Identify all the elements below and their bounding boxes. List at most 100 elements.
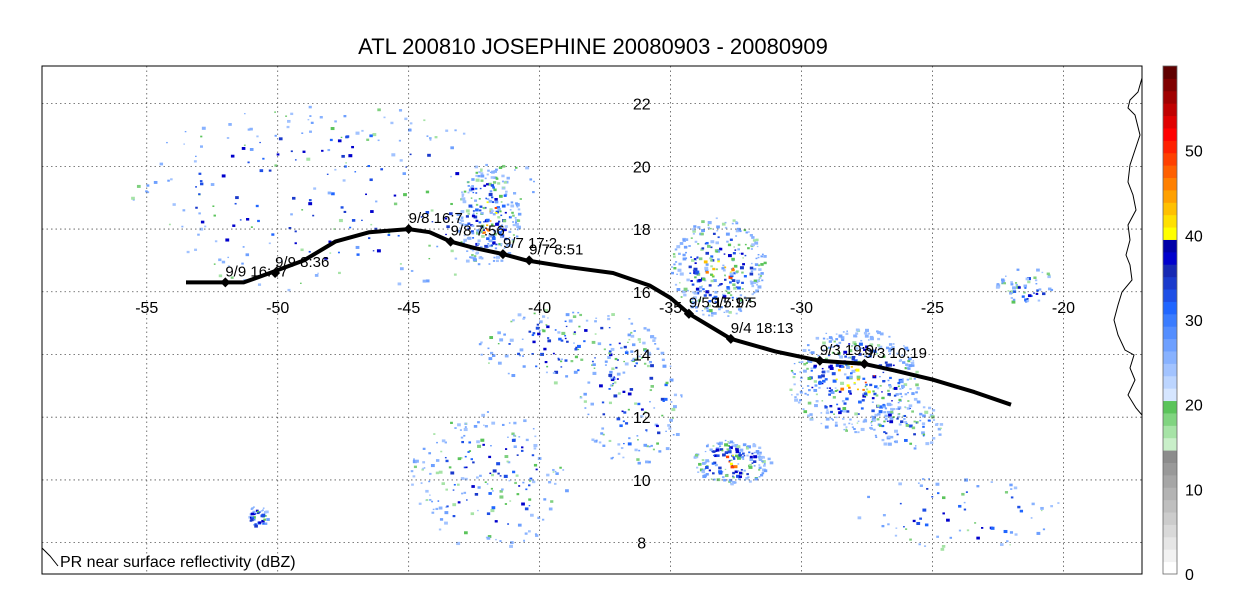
echo-pixel xyxy=(241,147,246,150)
echo-pixel xyxy=(504,237,508,241)
echo-pixel xyxy=(919,517,923,520)
echo-pixel xyxy=(230,154,235,158)
echo-pixel xyxy=(468,204,473,208)
echo-pixel xyxy=(585,319,589,322)
echo-pixel xyxy=(477,174,481,178)
echo-pixel xyxy=(697,471,700,473)
echo-pixel xyxy=(645,460,649,464)
echo-pixel xyxy=(485,218,490,222)
echo-pixel xyxy=(493,256,496,259)
echo-pixel xyxy=(718,470,722,474)
colorbar-swatch xyxy=(1163,66,1177,79)
echo-pixel xyxy=(504,455,509,459)
echo-pixel xyxy=(886,410,891,414)
echo-pixel xyxy=(690,305,694,309)
echo-pixel xyxy=(940,547,945,551)
echo-pixel xyxy=(696,272,701,276)
echo-pixel xyxy=(213,214,216,217)
echo-pixel xyxy=(397,234,400,237)
echo-pixel xyxy=(751,293,754,296)
echo-pixel xyxy=(501,423,505,426)
echo-pixel xyxy=(634,448,638,452)
echo-pixel xyxy=(941,545,946,548)
echo-pixel xyxy=(440,450,443,453)
echo-pixel xyxy=(678,282,681,284)
reflectivity-echoes xyxy=(131,105,1060,551)
echo-pixel xyxy=(591,360,594,363)
echo-pixel xyxy=(735,450,740,454)
echo-pixel xyxy=(729,440,734,444)
echo-pixel xyxy=(494,212,498,215)
echo-pixel xyxy=(660,351,665,355)
echo-pixel xyxy=(458,218,461,221)
echo-pixel xyxy=(287,120,291,123)
echo-pixel xyxy=(854,412,858,416)
echo-pixel xyxy=(891,346,895,349)
echo-pixel xyxy=(422,279,427,283)
echo-pixel xyxy=(748,451,751,454)
echo-pixel xyxy=(242,246,245,248)
echo-pixel xyxy=(1037,299,1041,302)
echo-pixel xyxy=(640,408,644,411)
echo-pixel xyxy=(908,364,913,368)
echo-pixel xyxy=(916,521,921,526)
echo-pixel xyxy=(498,226,502,229)
echo-pixel xyxy=(669,365,672,367)
echo-pixel xyxy=(843,428,846,431)
colorbar-tick-label: 30 xyxy=(1185,313,1203,330)
echo-pixel xyxy=(517,523,522,527)
echo-pixel xyxy=(595,439,598,442)
echo-pixel xyxy=(884,361,888,364)
echo-pixel xyxy=(464,426,467,428)
echo-pixel xyxy=(1050,288,1054,292)
echo-pixel xyxy=(849,392,852,395)
echo-pixel xyxy=(749,266,754,270)
echo-pixel xyxy=(247,161,250,164)
echo-pixel xyxy=(1009,531,1014,534)
echo-pixel xyxy=(517,352,520,356)
colorbar-swatch xyxy=(1163,78,1177,92)
echo-pixel xyxy=(824,405,828,409)
echo-pixel xyxy=(855,328,860,332)
echo-pixel xyxy=(330,127,335,131)
echo-pixel xyxy=(383,116,386,119)
echo-pixel xyxy=(827,346,831,349)
echo-pixel xyxy=(757,285,762,289)
echo-pixel xyxy=(670,401,673,403)
echo-pixel xyxy=(735,222,739,225)
echo-pixel xyxy=(197,233,200,236)
echo-pixel xyxy=(758,273,761,276)
echo-pixel xyxy=(931,496,934,498)
echo-pixel xyxy=(800,361,804,363)
colorbar-swatch xyxy=(1163,239,1177,253)
echo-pixel xyxy=(495,259,499,263)
echo-pixel xyxy=(516,493,520,496)
echo-pixel xyxy=(696,256,699,258)
echo-pixel xyxy=(744,243,747,246)
echo-pixel xyxy=(504,193,508,196)
echo-pixel xyxy=(717,442,721,446)
colorbar-swatch xyxy=(1163,524,1177,538)
echo-pixel xyxy=(911,364,915,367)
echo-pixel xyxy=(253,513,256,516)
echo-pixel xyxy=(870,337,874,341)
echo-pixel xyxy=(902,345,905,347)
echo-pixel xyxy=(531,352,534,355)
echo-pixel xyxy=(745,231,748,234)
echo-pixel xyxy=(226,137,230,139)
echo-pixel xyxy=(724,468,727,471)
echo-pixel xyxy=(1012,298,1016,301)
echo-pixel xyxy=(457,501,461,504)
echo-pixel xyxy=(497,343,500,345)
echo-pixel xyxy=(337,139,342,143)
colorbar-swatch xyxy=(1163,400,1177,414)
echo-pixel xyxy=(198,193,201,196)
echo-pixel xyxy=(865,388,869,391)
echo-pixel xyxy=(594,357,596,359)
echo-pixel xyxy=(438,528,442,531)
echo-pixel xyxy=(528,330,532,333)
echo-pixel xyxy=(489,190,493,193)
echo-pixel xyxy=(886,420,889,423)
echo-pixel xyxy=(734,454,739,458)
echo-pixel xyxy=(271,233,275,236)
